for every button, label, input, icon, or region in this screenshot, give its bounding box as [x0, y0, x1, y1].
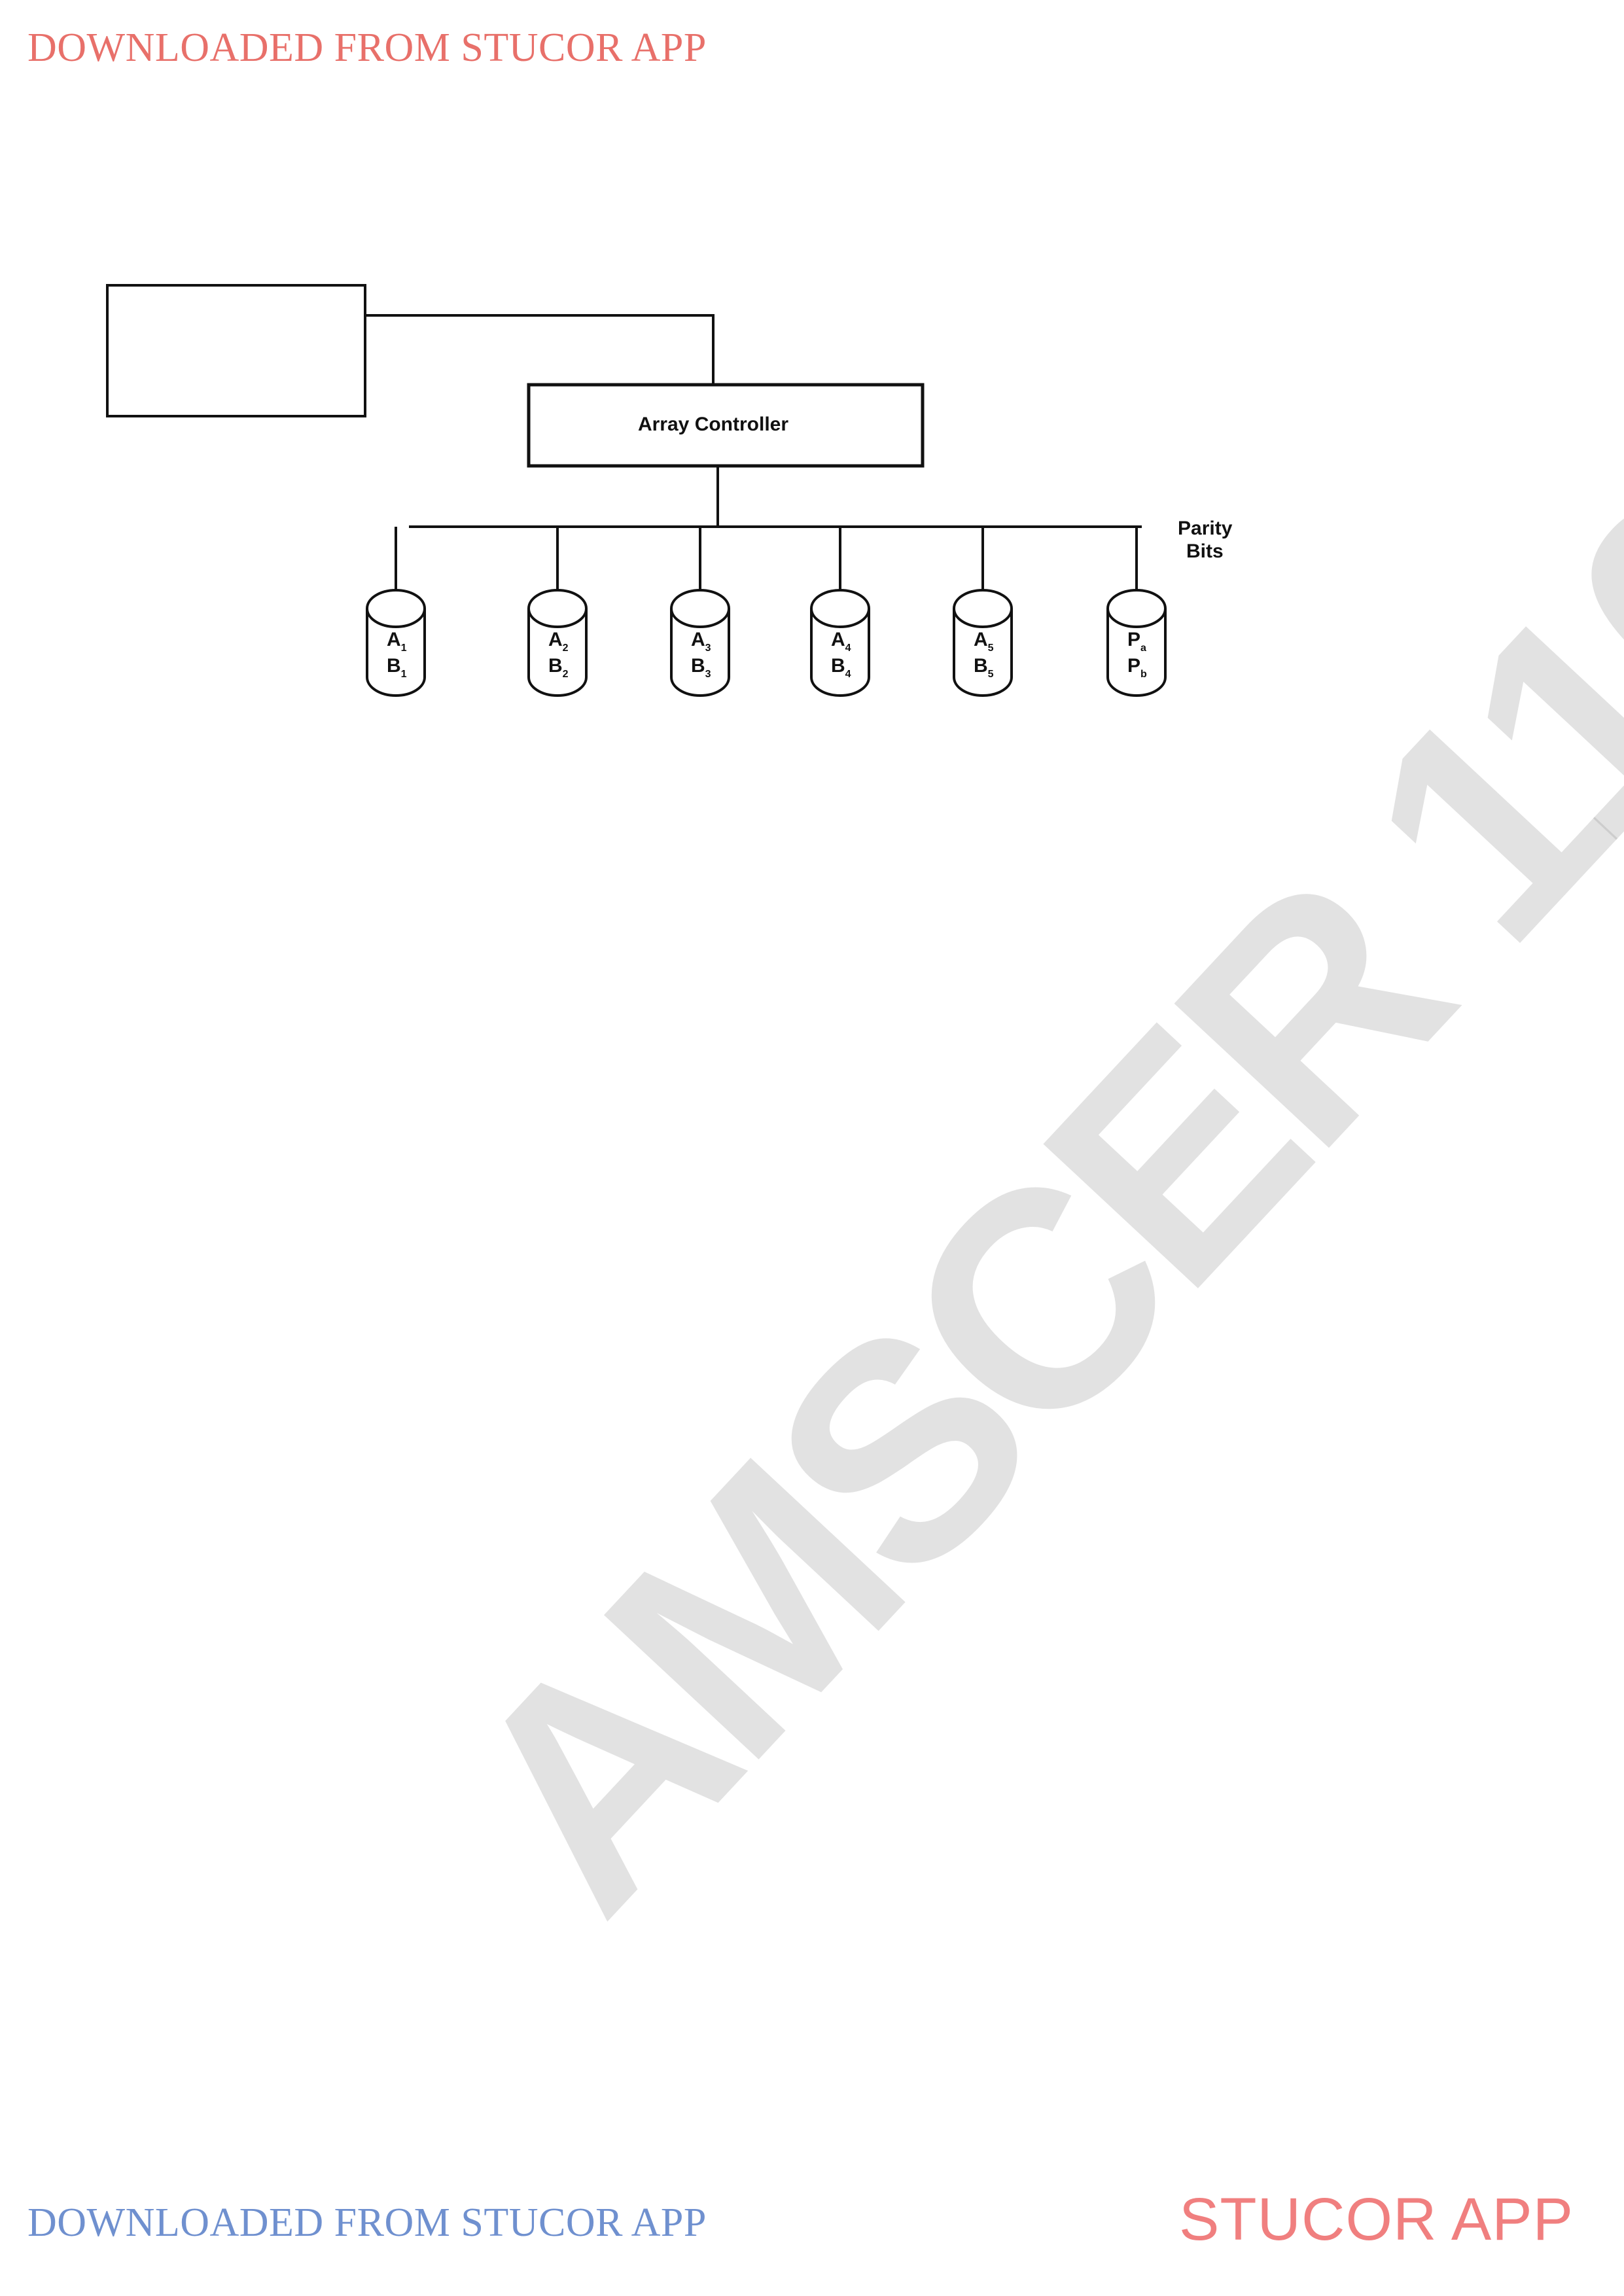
disk-top: [670, 589, 730, 628]
disk-top: [1106, 589, 1167, 628]
parity-label-line1: Parity: [1178, 518, 1233, 539]
footer-download-banner: DOWNLOADED FROM STUCOR APP: [27, 2200, 707, 2245]
disk-body: [953, 609, 1013, 697]
array-controller-box: [527, 383, 925, 468]
disk-top: [527, 589, 588, 628]
disk-body: [366, 609, 426, 697]
host-box: [106, 284, 366, 417]
stucor-app-logo: STUCOR APP: [1179, 2186, 1574, 2253]
array-controller-label: Array Controller: [638, 414, 788, 435]
disk-body: [527, 609, 588, 697]
parity-label-line2: Bits: [1186, 540, 1224, 562]
host-connector-line: [365, 314, 715, 385]
disk-body: [1106, 609, 1167, 697]
disk-body: [810, 609, 870, 697]
disk-top: [810, 589, 870, 628]
header-download-banner: DOWNLOADED FROM STUCOR APP: [27, 26, 707, 70]
disk-body: [670, 609, 730, 697]
disk-top: [953, 589, 1013, 628]
disk-top: [366, 589, 426, 628]
